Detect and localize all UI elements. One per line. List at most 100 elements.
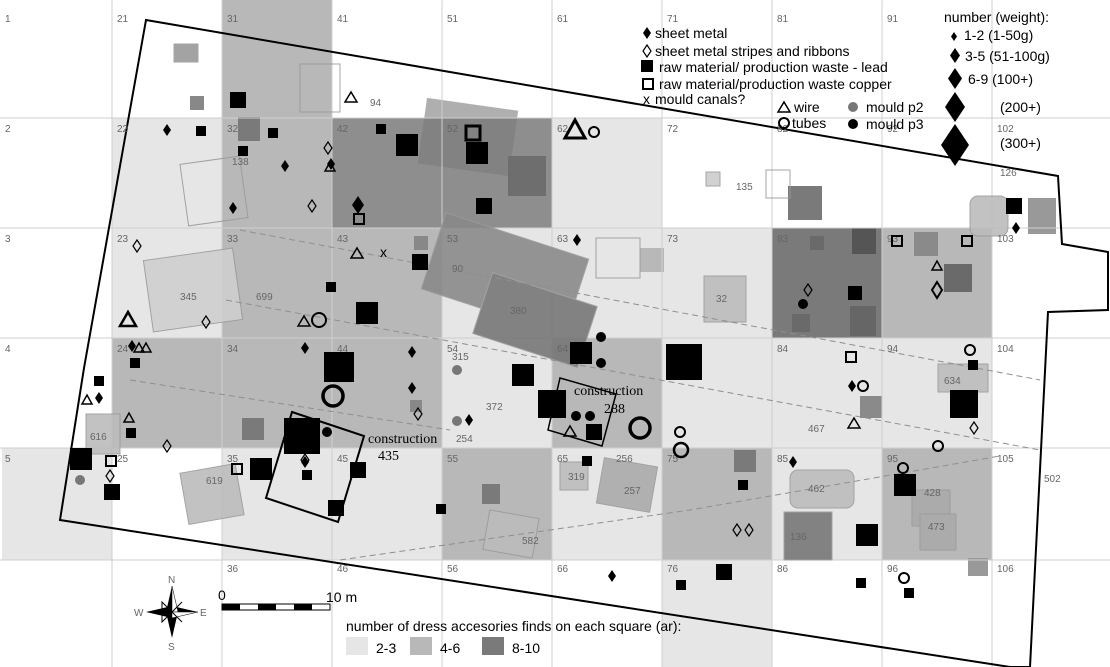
dress-legend-4-6: 4-6 [440,640,460,656]
legend-wire: wire [793,99,820,115]
grid-cell-52: 52 [447,124,459,135]
grid-cell-82: 82 [777,124,789,135]
grid-cell-102: 102 [997,124,1014,135]
grid-cell-95: 95 [887,454,899,465]
tube-markers [311,126,976,584]
feature-label: 138 [232,157,249,168]
grid-top-31: 31 [227,14,239,25]
legend-mould-canals: mould canals? [655,91,745,107]
grid-top-41: 41 [337,14,349,25]
construction-288-number: 288 [604,402,625,417]
compass-n: N [168,575,175,586]
copper-icon [642,78,654,90]
feature-label: 467 [808,424,825,435]
feature-label: 502 [1044,474,1061,485]
grid-cell-63: 63 [557,234,569,245]
copper-markers [105,124,973,475]
feature-label: 136 [790,532,807,543]
feature-label: 372 [486,402,503,413]
dress-legend-title: number of dress accesories finds on each… [346,618,681,634]
weight-3-icon [948,68,962,89]
construction-288-label: construction [574,384,643,399]
grid-cell-105: 105 [997,454,1014,465]
mould-canal-mark: x [380,244,387,260]
grid-left-4: 4 [5,344,11,355]
weight-2-icon [950,48,960,63]
grid-bottom-76: 76 [667,564,679,575]
grid-bottom-96: 96 [887,564,899,575]
grid-cell-62: 62 [557,124,569,135]
grid-cell-73: 73 [667,234,679,245]
legend-copper: raw material/production waste copper [659,76,892,92]
legend-x-icon: x [643,91,650,107]
legend-stripes: sheet metal stripes and ribbons [655,43,850,59]
dress-legend-2-3: 2-3 [376,640,396,656]
weight-5-icon [941,124,969,166]
feature-label: 699 [256,292,273,303]
feature-label: 345 [180,292,197,303]
weight-3: 6-9 (100+) [968,71,1033,87]
shade-2-3-swatch [346,637,368,655]
grid-cell-11: 11 [10,14,21,25]
weight-1: 1-2 (1-50g) [964,27,1033,43]
finds-legend: sheet metal sheet metal stripes and ribb… [641,25,924,132]
grid-bottom-46: 46 [337,564,349,575]
grid-cell-35: 35 [227,454,239,465]
legend-lead: raw material/ production waste - lead [659,59,888,75]
grid-left-2: 2 [5,124,11,135]
feature-label: 90 [452,264,464,275]
grid-top-21: 21 [117,14,129,25]
grid-cell-22: 22 [117,124,129,135]
feature-label: 256 [616,454,633,465]
feature-label: 473 [928,522,945,533]
grid-cell-92: 92 [887,124,899,135]
shade-8-10-swatch [482,637,504,655]
scale-length: 10 m [326,589,357,605]
weight-4-icon [945,92,965,122]
construction-435-label: construction [368,432,437,447]
feature-label: 582 [522,536,539,547]
grid-cell-25: 25 [117,454,129,465]
compass-rose-icon [146,585,199,638]
grid-cell-53: 53 [447,234,459,245]
compass-w: W [134,608,144,619]
sheet-metal-icon [643,27,651,39]
grid-left-3: 3 [5,234,11,245]
grid-cell-72: 72 [667,124,679,135]
grid-top-71: 71 [667,14,679,25]
lead-icon [641,60,653,72]
grid-cell-65: 65 [557,454,569,465]
grid-cell-54: 54 [447,344,459,355]
feature-label: 319 [568,472,585,483]
grid-cell-84: 84 [777,344,789,355]
stripes-icon [642,43,652,59]
scale-zero: 0 [218,587,226,603]
lead-markers [70,92,1022,598]
grid-top-61: 61 [557,14,569,25]
grid-cell-43: 43 [337,234,349,245]
scale-bar [221,603,331,611]
weight-4: (200+) [1000,99,1041,115]
legend-sheet-metal: sheet metal [655,25,727,41]
grid-cell-34: 34 [227,344,239,355]
feature-label: 428 [924,488,941,499]
grid-bottom-36: 36 [227,564,239,575]
legend-mould-p3: mould p3 [866,116,924,132]
feature-label: 462 [808,484,825,495]
weight-legend: number (weight): 1-2 (1-50g) 3-5 (51-100… [941,9,1050,166]
dress-legend-8-10: 8-10 [512,640,540,656]
feature-label: 32 [716,294,728,305]
grid-cell-104: 104 [997,344,1014,355]
legend-tubes: tubes [792,115,826,131]
mould-p3-markers [322,299,808,437]
grid-cell-44: 44 [337,344,349,355]
grid-bottom-106: 106 [997,564,1014,575]
shade-4-6-swatch [410,637,432,655]
grid-cell-1: 1 [5,14,11,25]
grid-left-5: 5 [5,454,11,465]
feature-label: 94 [370,98,382,109]
wire-icon [776,100,792,113]
legend-mould-p2: mould p2 [866,99,924,115]
grid-top-81: 81 [777,14,789,25]
